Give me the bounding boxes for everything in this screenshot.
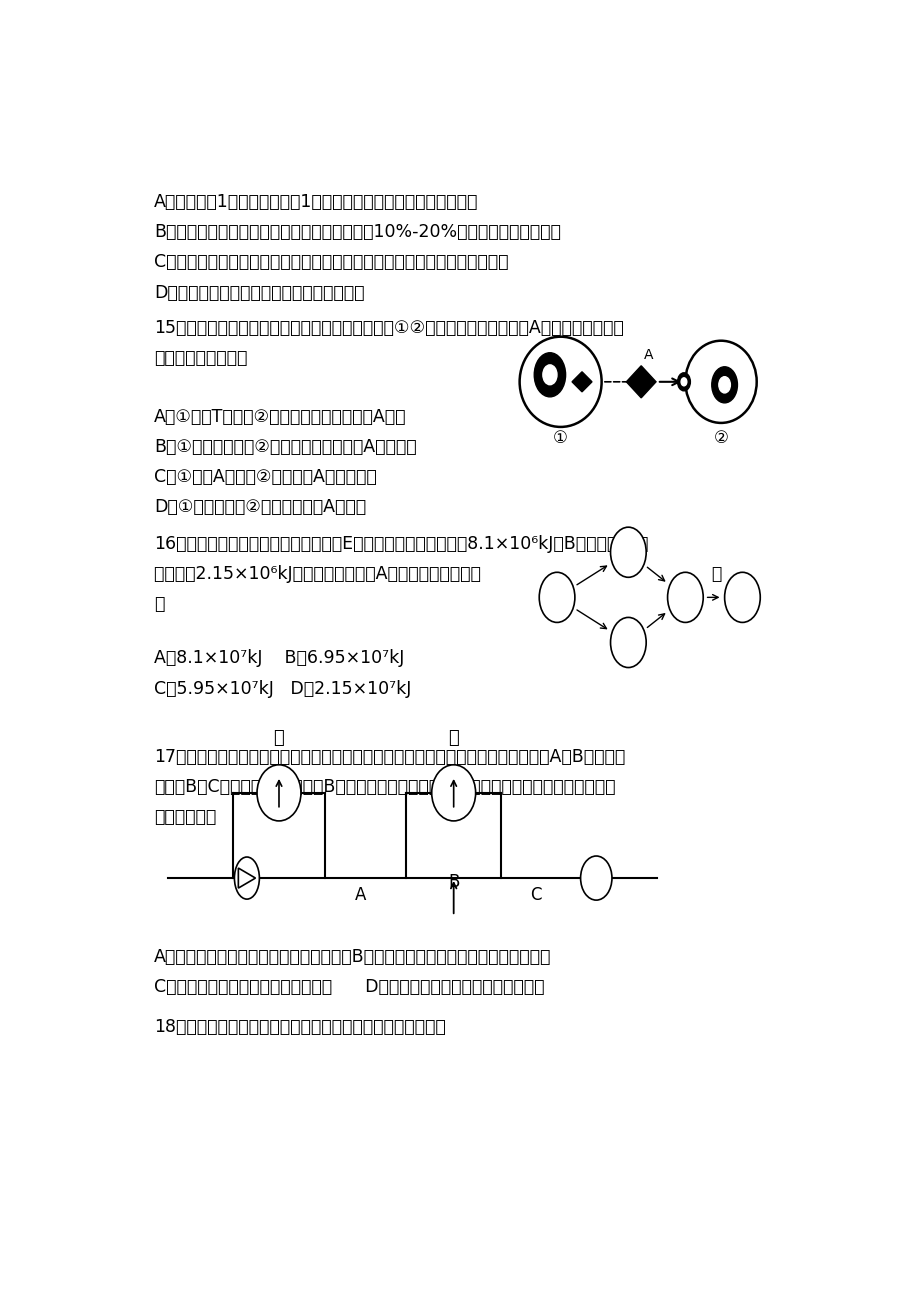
Circle shape [539,573,574,622]
Circle shape [667,573,702,622]
Text: C．生产者主要通过光合作用合成有机物，能量就从无机环境流入到生物群落: C．生产者主要通过光合作用合成有机物，能量就从无机环境流入到生物群落 [154,254,508,272]
Text: B: B [448,874,459,891]
Text: D: D [622,635,633,650]
Text: D．生态系统的能量是伴随物质而循环利用的: D．生态系统的能量是伴随物质而循环利用的 [154,284,364,302]
Text: 确的是（　）: 确的是（ ） [154,807,216,825]
Text: D．①性腺细胞，②下丘脑细胞，A性激素: D．①性腺细胞，②下丘脑细胞，A性激素 [154,499,366,516]
Text: 17．如图是一个反射弧的部分结构示意图，甲、乙表示连接在神经纤维上的电流表。A、B两点间的: 17．如图是一个反射弧的部分结构示意图，甲、乙表示连接在神经纤维上的电流表。A、… [154,747,625,766]
Polygon shape [572,372,591,392]
Ellipse shape [519,337,601,427]
Text: 16．如图为某生态系统食物网简图，若E生物种群同化的总能量为8.1×10⁶kJ，B生物种群同化的: 16．如图为某生态系统食物网简图，若E生物种群同化的总能量为8.1×10⁶kJ，… [154,535,648,553]
Text: A．甲不偏转，乙发生两次方向相反的偏转B．甲发生两次方向相反的偏转，乙不偏转: A．甲不偏转，乙发生两次方向相反的偏转B．甲发生两次方向相反的偏转，乙不偏转 [154,948,551,966]
Text: ①: ① [552,428,567,447]
Text: ②: ② [713,428,728,447]
Text: 总能量为2.15×10⁶kJ，从理论上计算，A同化的总能量最少为                                          （: 总能量为2.15×10⁶kJ，从理论上计算，A同化的总能量最少为 （ [154,565,721,583]
Text: A．8.1×10⁷kJ    B．6.95×10⁷kJ: A．8.1×10⁷kJ B．6.95×10⁷kJ [154,650,404,668]
Text: A．兔子吃了1公斤的草，则这1公斤草中的能量就流入到了兔子体内: A．兔子吃了1公斤的草，则这1公斤草中的能量就流入到了兔子体内 [154,193,478,211]
Text: 该模型的是（　　）: 该模型的是（ ） [154,349,247,367]
Text: C: C [529,887,540,904]
Text: C．①胰岛A细胞，②肝细胞，A胰高血糖素: C．①胰岛A细胞，②肝细胞，A胰高血糖素 [154,467,377,486]
Circle shape [724,573,759,622]
Polygon shape [626,366,655,398]
Ellipse shape [234,857,259,900]
Text: A．①效应T细胞，②被病原体侵染的细胞，A抗体: A．①效应T细胞，②被病原体侵染的细胞，A抗体 [154,408,406,426]
Text: 18．如图是有关种群特征的概念图，有关分析错误的是（　）: 18．如图是有关种群特征的概念图，有关分析错误的是（ ） [154,1018,446,1036]
Text: B．①传入神经元，②神经中枢的神经元，A神经递质: B．①传入神经元，②神经中枢的神经元，A神经递质 [154,437,416,456]
Ellipse shape [256,764,301,822]
Circle shape [542,365,556,384]
Text: A: A [643,348,652,362]
Circle shape [718,376,730,393]
Text: 15．如图表示两细胞间发生某种信息传递的过程，①②分别代表不同的细胞，A表示物质，不符合: 15．如图表示两细胞间发生某种信息传递的过程，①②分别代表不同的细胞，A表示物质… [154,319,623,337]
Ellipse shape [431,764,475,822]
Circle shape [580,855,611,900]
Text: ）: ） [154,595,165,613]
Ellipse shape [685,341,755,423]
Text: B: B [737,590,746,604]
Text: B．一只狼捕食了一只兔子，则这只兔子中约有10%-20%的能量流入到狼的体内: B．一只狼捕食了一只兔子，则这只兔子中约有10%-20%的能量流入到狼的体内 [154,224,561,241]
Text: A: A [355,887,367,904]
Text: A: A [551,590,562,604]
Circle shape [610,617,645,668]
Text: E: E [680,590,689,604]
Circle shape [711,367,737,402]
Text: 乙: 乙 [448,729,459,747]
Circle shape [610,527,645,577]
Circle shape [676,372,689,391]
Text: C: C [623,546,632,560]
Text: C．甲只发生一次偏转，乙不发生偏转      D．甲、乙都发生两次方向相反的偏转: C．甲只发生一次偏转，乙不发生偏转 D．甲、乙都发生两次方向相反的偏转 [154,978,544,996]
Text: 甲: 甲 [273,729,284,747]
Circle shape [534,353,565,397]
Circle shape [680,378,686,385]
Text: 距离与B、C两点间距离相等，当在B点给予较强的电流刺激时，甲、乙电流表的指针发生的变化正: 距离与B、C两点间距离相等，当在B点给予较强的电流刺激时，甲、乙电流表的指针发生… [154,777,615,796]
Text: C．5.95×10⁷kJ   D．2.15×10⁷kJ: C．5.95×10⁷kJ D．2.15×10⁷kJ [154,680,411,698]
